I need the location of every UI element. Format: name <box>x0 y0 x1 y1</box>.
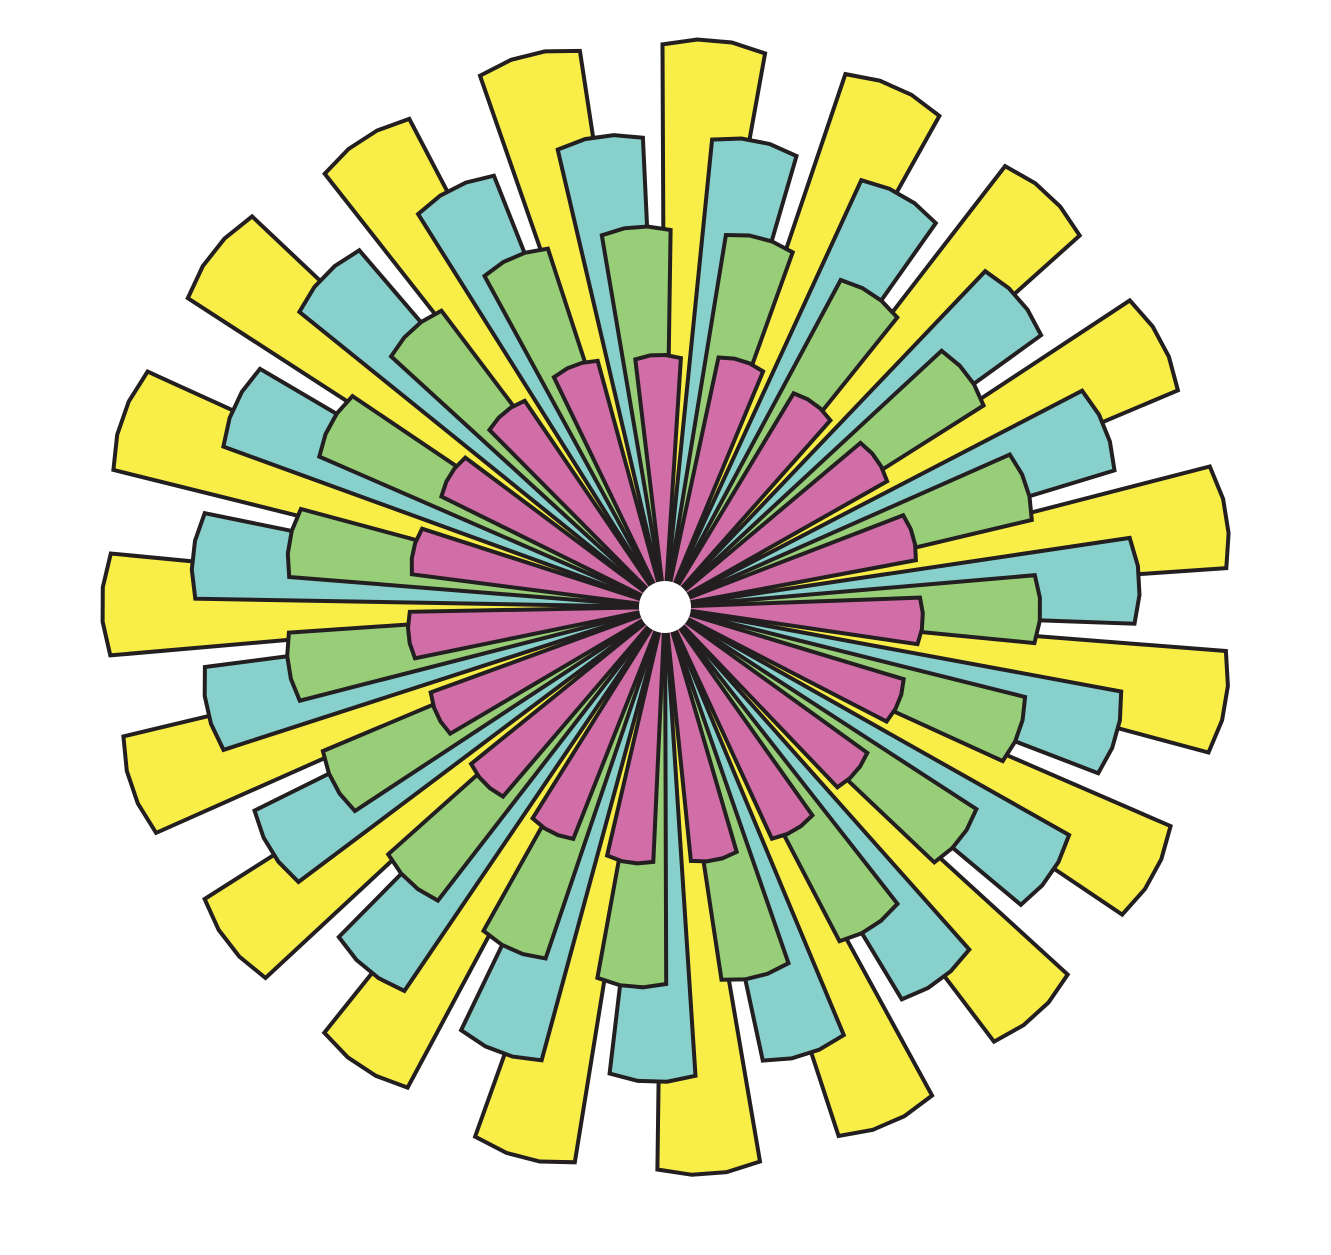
series-3 <box>405 352 925 866</box>
center-hole <box>639 581 691 633</box>
